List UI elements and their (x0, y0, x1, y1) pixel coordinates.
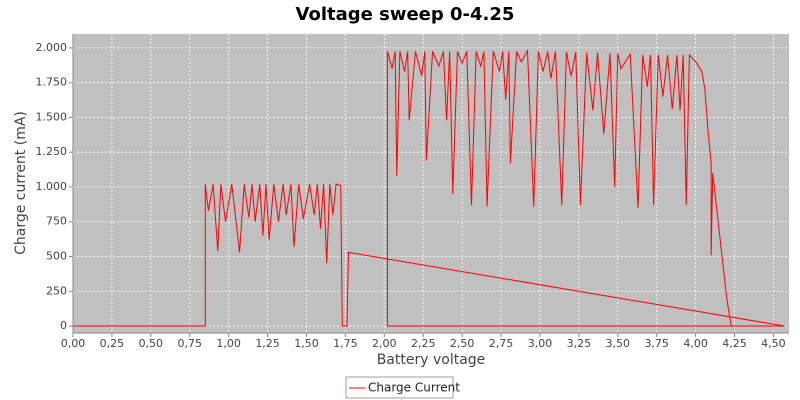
x-tick-label: 0,75 (177, 337, 202, 350)
y-axis-label: Charge current (mA) (13, 111, 29, 255)
y-tick-label: 1.500 (36, 110, 68, 123)
y-tick-label: 1.250 (36, 145, 68, 158)
x-tick-label: 2,00 (372, 337, 397, 350)
y-tick-label: 250 (46, 284, 67, 297)
y-tick-label: 500 (46, 250, 67, 263)
x-axis-label: Battery voltage (377, 352, 486, 368)
grid (72, 34, 789, 333)
x-tick-label: 1,25 (255, 337, 280, 350)
x-tick-label: 1,50 (294, 337, 319, 350)
x-tick-label: 1,00 (216, 337, 241, 350)
x-tick-label: 2,25 (411, 337, 436, 350)
x-tick-label: 0,00 (61, 337, 86, 350)
data-line (73, 48, 785, 327)
legend-box (345, 376, 454, 399)
x-tick-label: 4,50 (761, 337, 786, 350)
legend-label: Charge Current (368, 381, 460, 395)
x-tick-label: 0,50 (139, 337, 164, 350)
x-tick-label: 3,25 (567, 337, 592, 350)
x-tick-label: 1,75 (333, 337, 358, 350)
y-tick-label: 1.000 (36, 180, 68, 193)
x-tick-label: 4,00 (683, 337, 708, 350)
y-tick-label: 1.750 (36, 76, 68, 89)
x-tick-label: 2,75 (489, 337, 514, 350)
x-tick-label: 3,50 (606, 337, 631, 350)
y-tick-label: 750 (46, 215, 67, 228)
chart-title: Voltage sweep 0-4.25 (296, 4, 515, 25)
x-tick-label: 4,25 (722, 337, 747, 350)
x-tick-label: 3,00 (528, 337, 553, 350)
marks (73, 48, 785, 327)
x-tick-label: 3,75 (644, 337, 669, 350)
y-tick-label: 0 (60, 319, 67, 332)
x-tick-label: 2,50 (450, 337, 475, 350)
x-tick-label: 0,25 (100, 337, 125, 350)
y-tick-label: 2.000 (36, 41, 68, 54)
